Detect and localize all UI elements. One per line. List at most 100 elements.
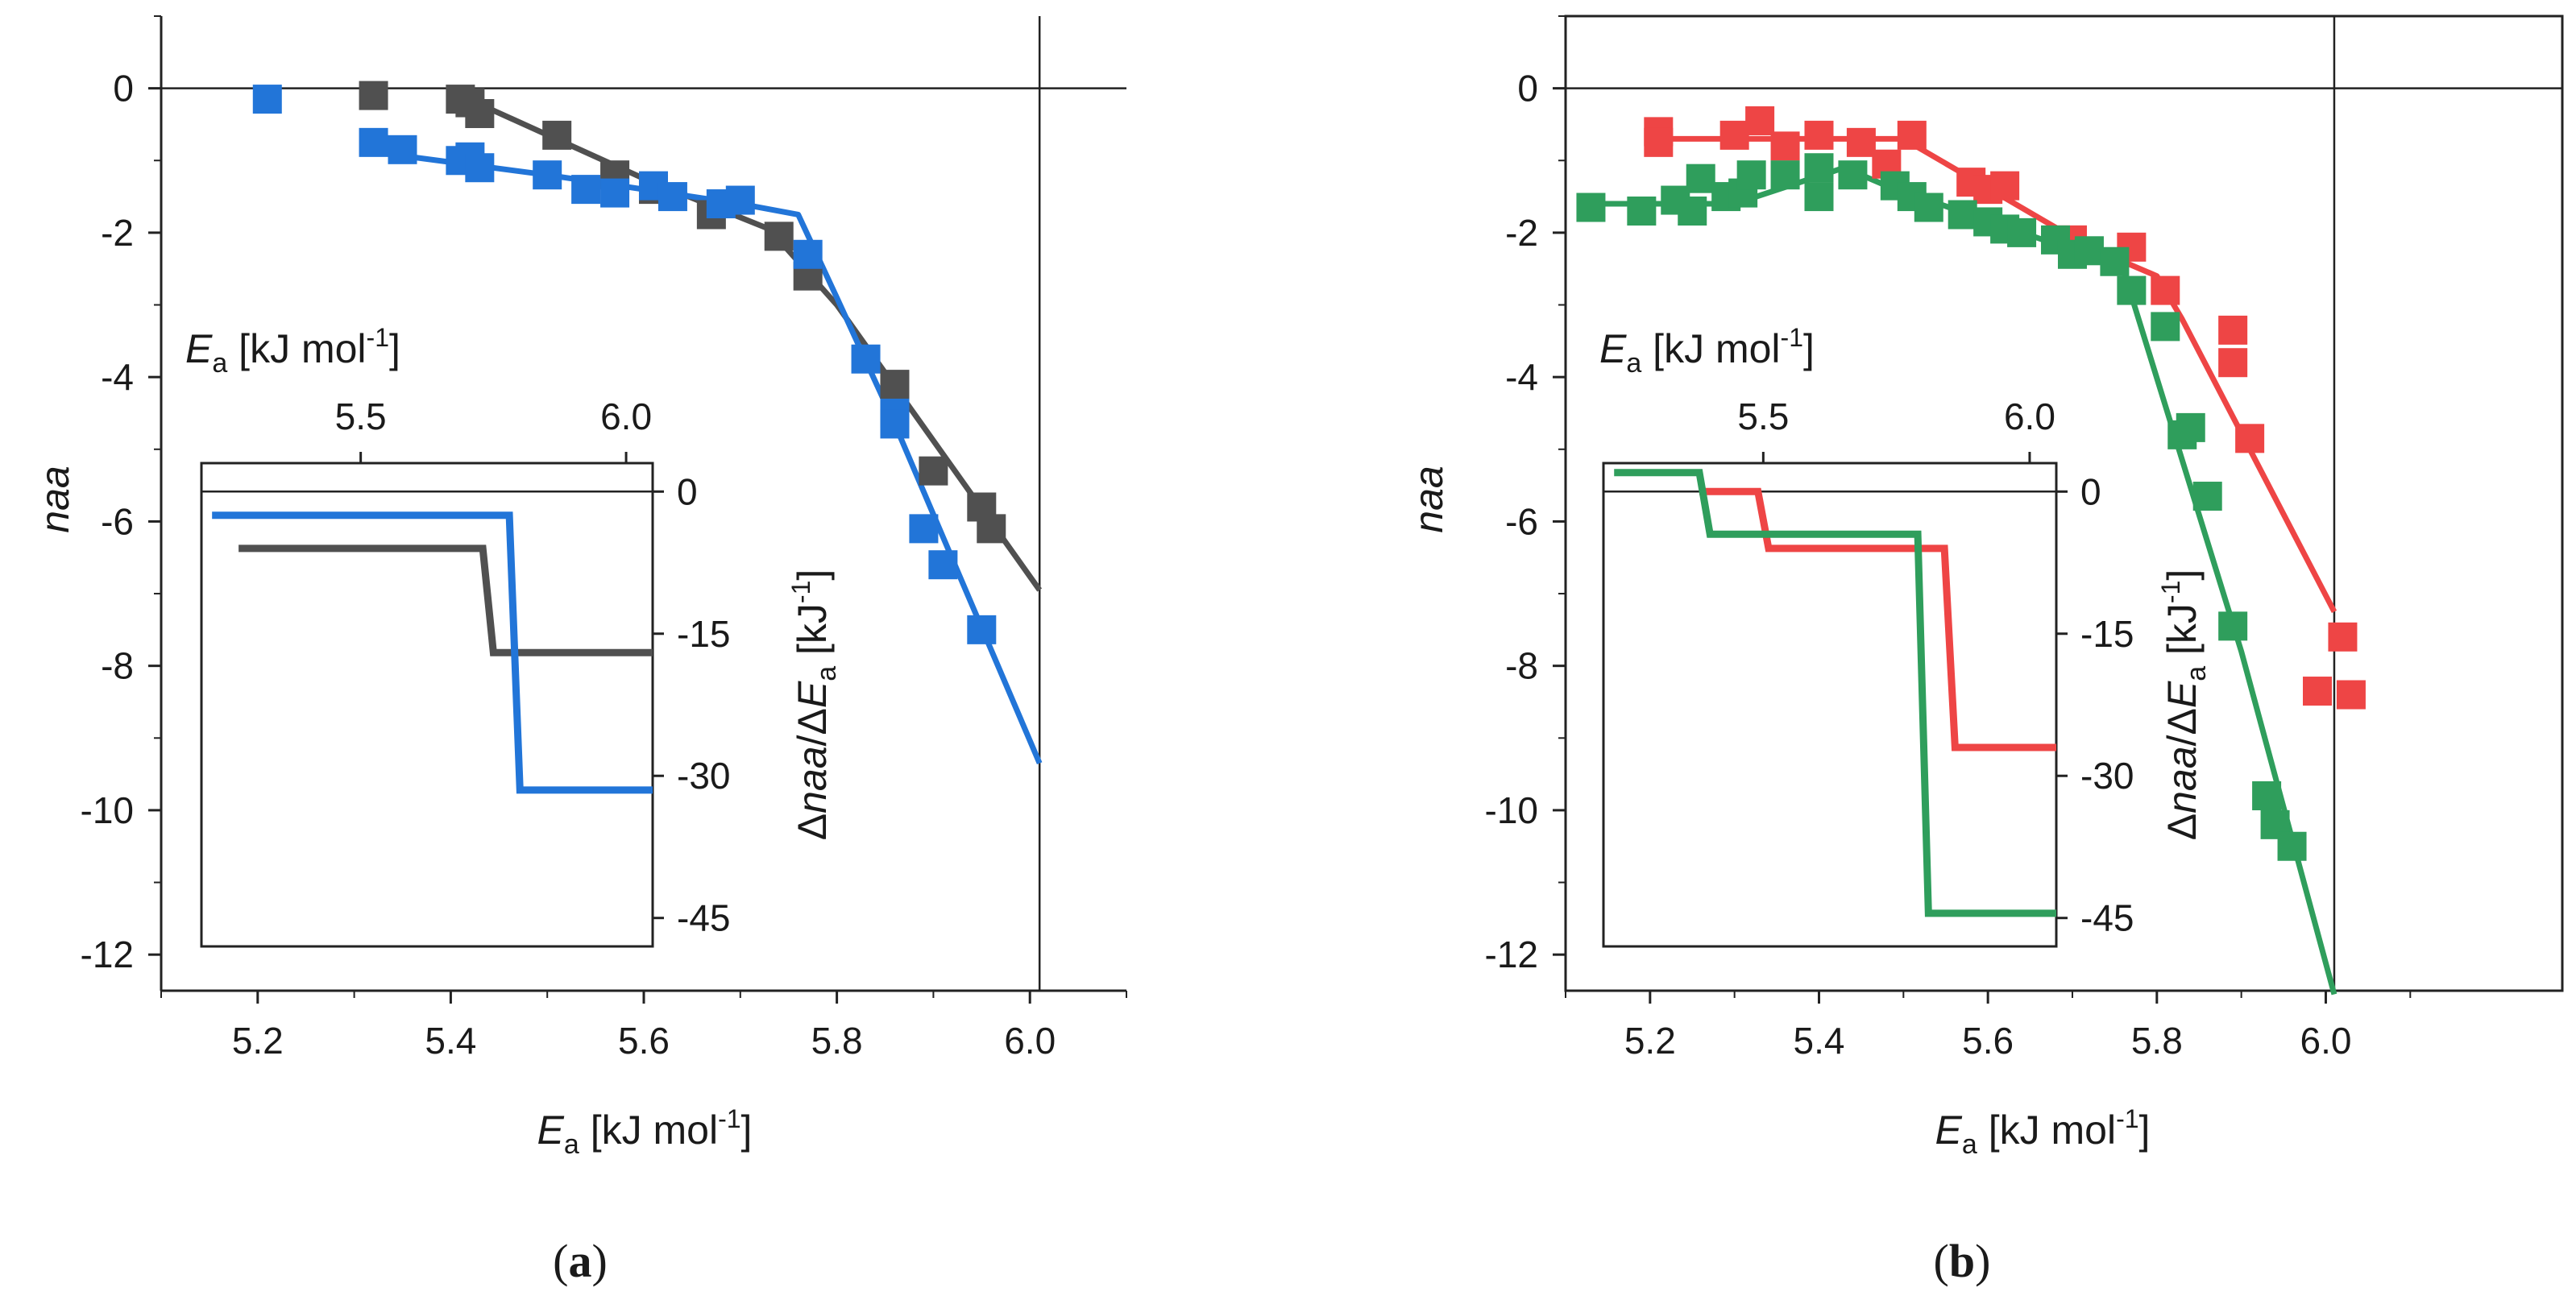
panel-a-inset-frame [200, 462, 654, 948]
x-tick-label: 5.4 [1794, 1020, 1845, 1062]
x-tick-label: 5.2 [1624, 1020, 1676, 1062]
blue-data-point [388, 135, 417, 164]
blue-data-point [600, 178, 630, 208]
y-tick-label: -2 [1505, 212, 1538, 254]
green-data-point [2192, 482, 2222, 511]
inset-x-tick-label: 6.0 [600, 395, 652, 437]
red-data-point [2218, 315, 2248, 345]
green-data-point [1686, 164, 1715, 193]
dark-data-point [359, 81, 388, 110]
red-data-point [2151, 275, 2180, 305]
dark-data-point [764, 221, 794, 251]
blue-data-point [967, 615, 997, 644]
red-data-point [2235, 424, 2265, 453]
inset-y-tick-label: -45 [677, 897, 730, 939]
blue-data-point [252, 85, 282, 114]
x-tick-label: 6.0 [2300, 1020, 2351, 1062]
red-data-point [1846, 127, 1876, 157]
y-tick-label: -6 [101, 500, 134, 542]
inset-y-tick-label: -30 [677, 755, 730, 797]
inset-step-line [212, 511, 653, 794]
green-data-point [1576, 193, 1606, 222]
panel-a-y-label: naa [32, 466, 77, 532]
inset-x-tick-label: 5.5 [335, 395, 387, 437]
red-data-point [1745, 106, 1775, 135]
green-data-point [2117, 275, 2147, 305]
green-data-point [1948, 200, 1977, 230]
x-tick-label: 5.2 [232, 1020, 284, 1062]
y-tick-label: -12 [1485, 934, 1538, 975]
green-data-point [1838, 160, 1868, 190]
x-tick-label: 5.8 [2131, 1020, 2183, 1062]
x-tick-label: 6.0 [1004, 1020, 1056, 1062]
dark-data-point [880, 370, 910, 400]
green-data-point [2277, 831, 2307, 861]
blue-data-point [851, 344, 881, 374]
inset-step-line [1614, 469, 2056, 917]
green-data-point [2100, 246, 2130, 276]
green-data-point [2176, 412, 2205, 442]
red-data-point [1770, 131, 1800, 161]
y-tick-label: -2 [101, 212, 134, 254]
panel-b-axes [1564, 14, 2564, 992]
x-tick-label: 5.6 [1962, 1020, 2014, 1062]
blue-data-point [465, 153, 495, 183]
dark-data-point [542, 120, 572, 150]
panel-a-inset-right-label: Δnaa/ΔEa [kJ-1] [786, 569, 842, 841]
x-tick-label: 5.4 [425, 1020, 476, 1062]
panel-b-frame [1564, 14, 2564, 992]
inset-plot: 5.5 6.0 0 -15 -30 -45 [1603, 395, 2134, 939]
green-data-point [1804, 153, 1834, 183]
blue-data-point [725, 185, 755, 215]
green-data-point [2074, 236, 2104, 266]
panel-b-y-label: naa [1406, 466, 1451, 532]
green-data-point [2252, 781, 2282, 810]
red-data-point [1719, 120, 1749, 150]
blue-data-point [657, 182, 687, 212]
green-data-point [1914, 193, 1943, 222]
dark-data-point [465, 99, 495, 128]
panel-a-inset: Ea [kJ mol-1] Δnaa/ΔEa [kJ-1] 5.5 6.0 0 -15… [185, 323, 842, 948]
x-tick-label: 5.6 [618, 1020, 670, 1062]
panel-b-inset-right-label: Δnaa/ΔEa [kJ-1] [2156, 569, 2212, 841]
green-data-point [1804, 182, 1834, 212]
inset-plot: 5.5 6.0 0 -15 -30 -45 [201, 395, 730, 939]
panel-a-x-label: Ea [kJ mol-1] [537, 1104, 753, 1160]
blue-data-point [793, 239, 823, 269]
blue-data-point [928, 550, 958, 580]
x-tick-label: 5.8 [811, 1020, 863, 1062]
blue-data-point [359, 127, 388, 157]
inset-y-tick-label: 0 [677, 470, 698, 512]
green-data-point [1770, 160, 1800, 190]
green-data-point [1627, 197, 1657, 226]
red-data-point [2218, 348, 2248, 378]
y-tick-label: -10 [1485, 789, 1538, 831]
blue-data-point [909, 514, 939, 544]
panel-b-inset: Ea [kJ mol-1] Δnaa/ΔEa [kJ-1] 5.5 6.0 0 -15… [1599, 323, 2212, 948]
inset-y-tick-label: -15 [2080, 613, 2134, 655]
inset-step-line [239, 544, 653, 656]
red-data-point [2328, 622, 2358, 652]
panel-a-caption: (a) [553, 1235, 608, 1287]
y-tick-label: -4 [101, 356, 134, 398]
inset-y-tick-label: -15 [677, 613, 730, 655]
panel-b-caption: (b) [1934, 1235, 1991, 1287]
red-data-point [1804, 120, 1834, 150]
green-data-point [2007, 217, 2037, 247]
blue-data-point [571, 175, 601, 205]
panel-b-inset-top-label: Ea [kJ mol-1] [1599, 323, 1815, 379]
red-data-point [1644, 127, 1674, 157]
dark-data-point [919, 456, 948, 486]
red-data-point [1990, 171, 2020, 201]
blue-data-point [880, 409, 910, 439]
inset-y-tick-label: 0 [2080, 470, 2101, 512]
inset-y-tick-label: -45 [2080, 897, 2134, 939]
green-data-point [2218, 611, 2248, 641]
inset-y-tick-label: -30 [2080, 755, 2134, 797]
panel-b: naa Ea [kJ mol-1] Ea [kJ mol-1] Δnaa/ΔEa… [1406, 14, 2564, 1287]
y-tick-label: -8 [101, 645, 134, 687]
dark-data-point [977, 514, 1006, 544]
red-data-point [1897, 120, 1927, 150]
y-tick-label: 0 [113, 68, 134, 110]
